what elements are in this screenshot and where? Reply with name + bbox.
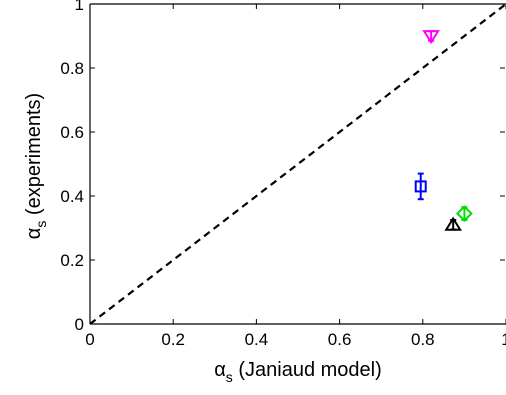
data-point-triangle-up xyxy=(444,216,462,231)
x-tick-label: 0.4 xyxy=(245,330,269,349)
y-tick-label: 0.2 xyxy=(60,251,84,270)
x-tick-label: 0.2 xyxy=(161,330,185,349)
y-axis-text: (experiments) xyxy=(23,93,45,221)
x-tick-label: 1 xyxy=(501,330,506,349)
y-tick-label: 0 xyxy=(75,315,84,334)
y-tick-label: 0.8 xyxy=(60,59,84,78)
plot-area: 0 0.2 0.4 0.6 0.8 1 0 0.2 0.4 0.6 0.8 1 xyxy=(60,0,506,349)
x-axis-text: (Janiaud model) xyxy=(233,359,382,381)
identity-reference-line xyxy=(89,3,506,325)
x-tick-label: 0 xyxy=(85,330,94,349)
y-axis-subscript: s xyxy=(33,221,49,228)
y-tick-label: 1 xyxy=(75,0,84,14)
y-tick-label: 0.6 xyxy=(60,123,84,142)
data-point-square xyxy=(414,180,427,193)
y-axis-title: αs (experiments) xyxy=(23,93,49,239)
data-point-diamond xyxy=(455,205,473,223)
x-axis-symbol: α xyxy=(214,359,226,381)
x-axis-subscript: s xyxy=(226,369,233,385)
y-axis-symbol: α xyxy=(23,228,45,240)
x-tick-label: 0.8 xyxy=(411,330,435,349)
y-tick-label: 0.4 xyxy=(60,187,84,206)
data-point-triangle-down xyxy=(422,30,440,45)
x-tick-label: 0.6 xyxy=(328,330,352,349)
x-axis-title: αs (Janiaud model) xyxy=(214,359,382,385)
